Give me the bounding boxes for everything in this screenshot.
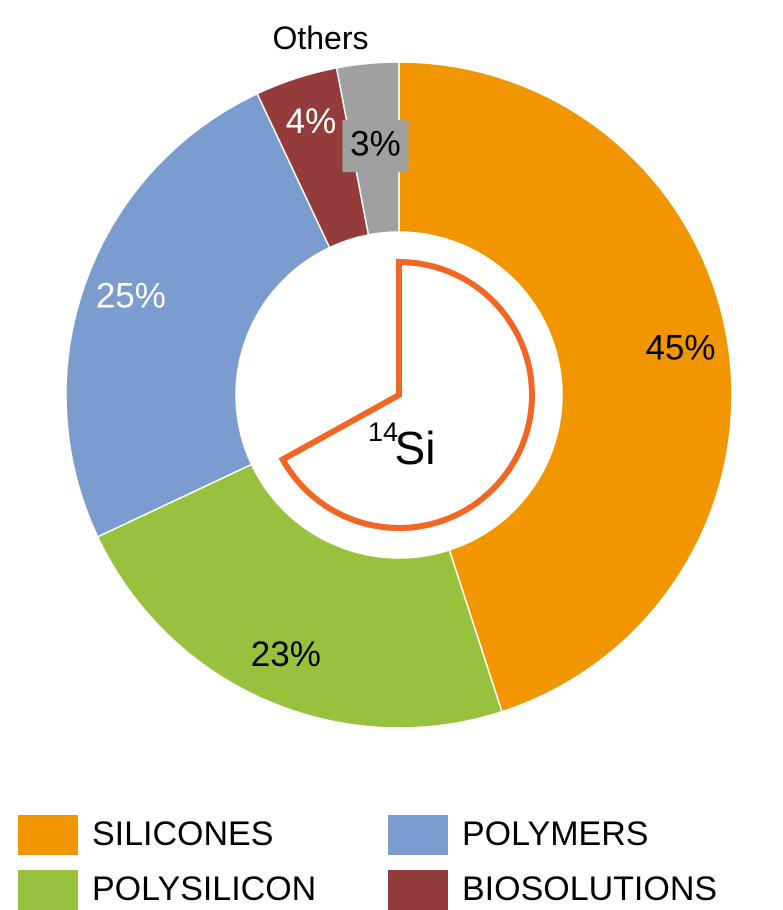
legend-swatch bbox=[18, 815, 78, 855]
center-symbol: Si bbox=[395, 422, 436, 474]
legend-label: BIOSOLUTIONS bbox=[462, 870, 717, 908]
slice bbox=[65, 92, 331, 538]
value-label: 25% bbox=[96, 277, 166, 316]
legend-label: POLYMERS bbox=[462, 815, 648, 853]
value-label: 45% bbox=[645, 329, 715, 368]
legend-swatch bbox=[18, 870, 78, 910]
value-label-box bbox=[342, 120, 409, 173]
legend-swatch bbox=[388, 815, 448, 855]
slice bbox=[96, 463, 503, 729]
legend-label: SILICONES bbox=[92, 815, 273, 853]
value-label: 4% bbox=[286, 102, 337, 141]
legend-label: POLYSILICON bbox=[92, 870, 316, 908]
center-superscript: 14 bbox=[368, 417, 398, 447]
value-label: 23% bbox=[251, 635, 321, 674]
slice bbox=[398, 61, 733, 713]
icon-outline bbox=[278, 258, 535, 531]
legend-swatch bbox=[388, 870, 448, 910]
value-label: 3% bbox=[350, 124, 401, 163]
category-label: Others bbox=[272, 20, 368, 56]
